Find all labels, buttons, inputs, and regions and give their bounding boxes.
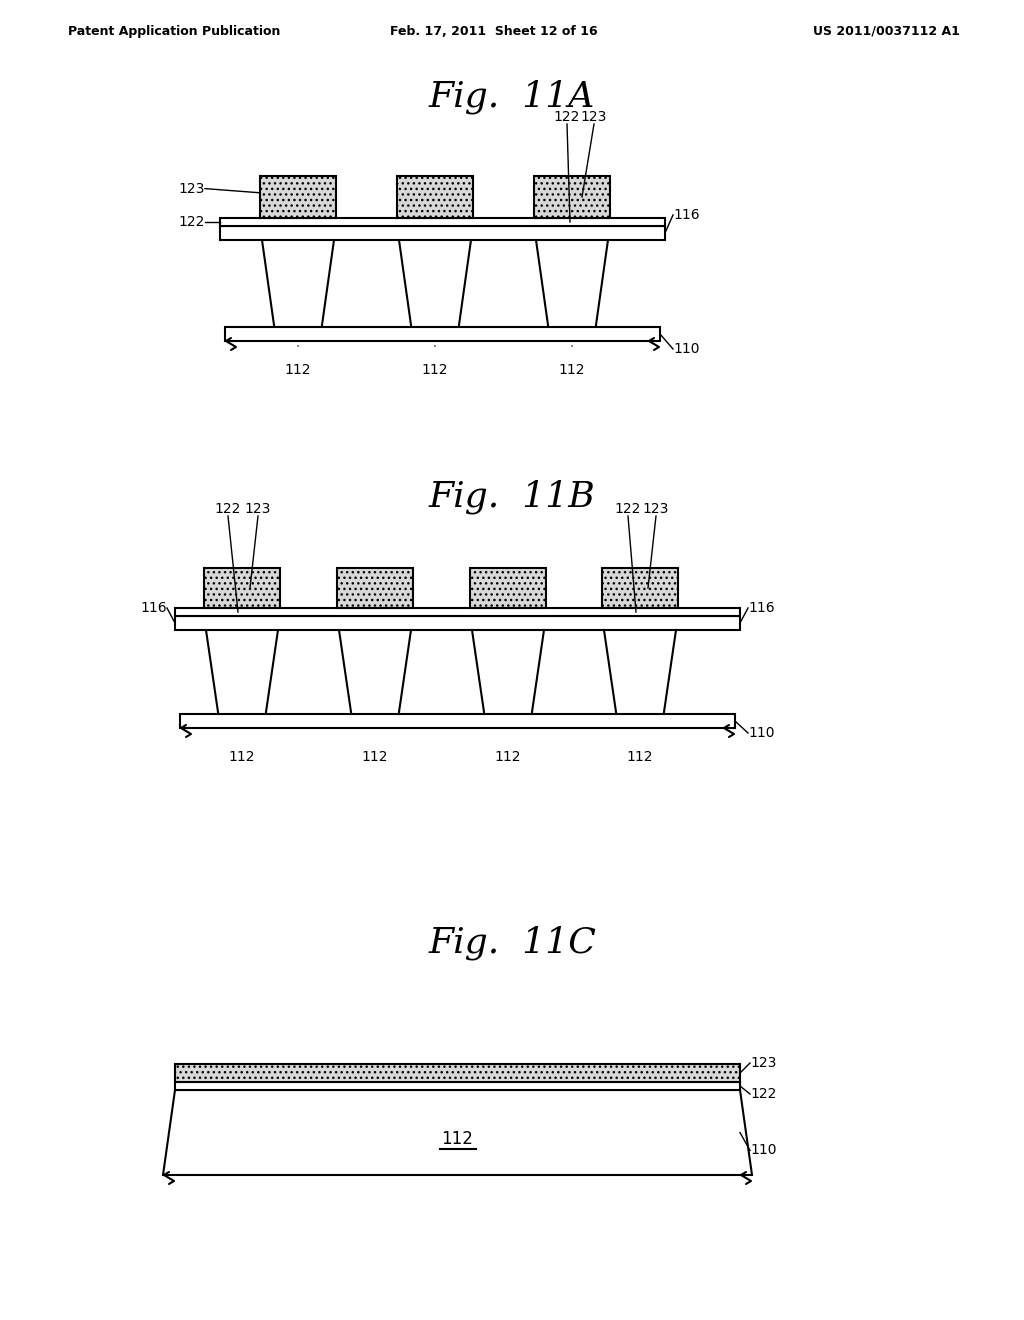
Polygon shape — [604, 630, 676, 711]
Text: 116: 116 — [140, 601, 167, 615]
Text: 110: 110 — [673, 342, 699, 356]
Polygon shape — [262, 240, 334, 325]
Bar — [602, 568, 678, 609]
Bar — [175, 1064, 740, 1082]
Bar — [260, 176, 336, 218]
Text: 112: 112 — [495, 750, 521, 764]
Text: 122: 122 — [554, 110, 581, 124]
Text: 112: 112 — [441, 1130, 473, 1148]
Text: 122: 122 — [614, 502, 641, 516]
Polygon shape — [399, 240, 471, 325]
Bar — [220, 226, 665, 240]
Bar — [175, 616, 740, 630]
Text: 123: 123 — [581, 110, 607, 124]
Text: 110: 110 — [748, 726, 774, 741]
Bar — [220, 218, 665, 226]
Bar — [175, 609, 740, 616]
Bar — [534, 176, 610, 218]
Bar — [175, 1082, 740, 1090]
Bar — [180, 714, 735, 729]
Text: 112: 112 — [228, 750, 255, 764]
Bar — [470, 568, 546, 609]
Bar — [337, 568, 413, 609]
Text: 123: 123 — [750, 1056, 776, 1071]
Polygon shape — [536, 240, 608, 325]
Text: Fig.  11A: Fig. 11A — [429, 81, 595, 115]
Text: 122: 122 — [178, 215, 205, 228]
Polygon shape — [472, 630, 544, 711]
Text: 123: 123 — [245, 502, 271, 516]
Text: 116: 116 — [673, 209, 699, 222]
Text: 112: 112 — [559, 363, 586, 378]
Text: 112: 112 — [627, 750, 653, 764]
Text: 112: 112 — [361, 750, 388, 764]
Text: 112: 112 — [422, 363, 449, 378]
Text: 122: 122 — [750, 1086, 776, 1101]
Text: Fig.  11B: Fig. 11B — [429, 480, 595, 515]
Text: 122: 122 — [215, 502, 242, 516]
Text: US 2011/0037112 A1: US 2011/0037112 A1 — [813, 25, 961, 38]
Polygon shape — [206, 630, 278, 711]
Text: 123: 123 — [643, 502, 670, 516]
Text: Patent Application Publication: Patent Application Publication — [68, 25, 281, 38]
Text: 116: 116 — [748, 601, 774, 615]
Text: Feb. 17, 2011  Sheet 12 of 16: Feb. 17, 2011 Sheet 12 of 16 — [390, 25, 598, 38]
Text: 112: 112 — [285, 363, 311, 378]
Text: Fig.  11C: Fig. 11C — [428, 925, 596, 960]
Polygon shape — [163, 1090, 752, 1175]
Text: 110: 110 — [750, 1143, 776, 1158]
Text: 123: 123 — [178, 182, 205, 195]
Bar — [225, 327, 660, 341]
Bar — [397, 176, 473, 218]
Polygon shape — [339, 630, 411, 711]
Bar — [204, 568, 280, 609]
